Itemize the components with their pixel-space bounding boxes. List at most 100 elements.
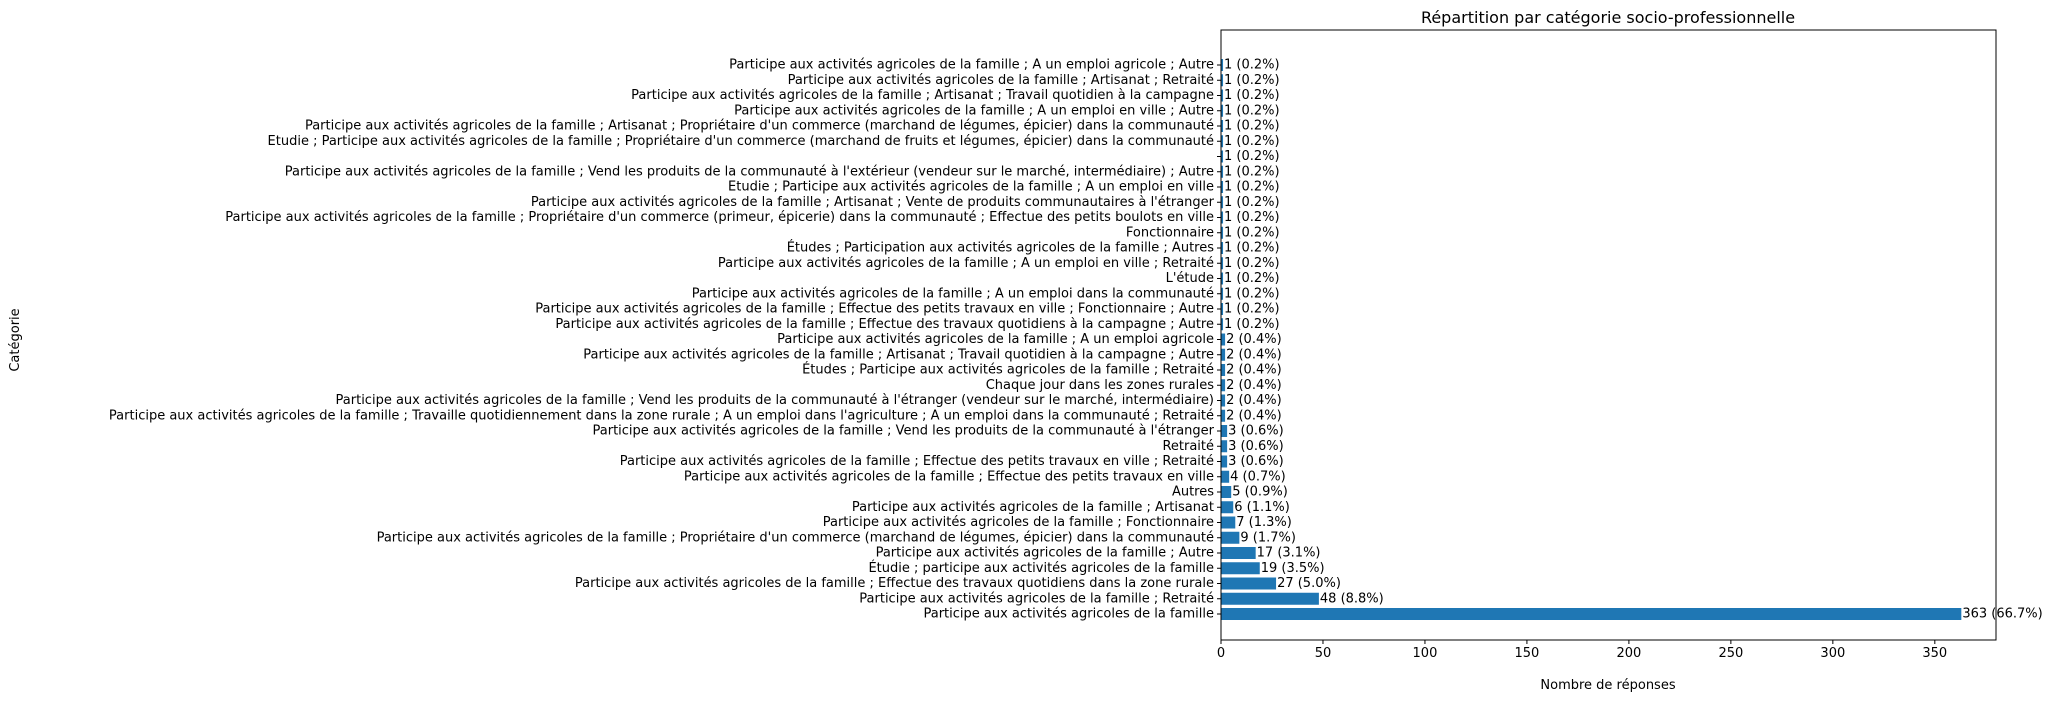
bar-value-label: 6 (1.1%) (1234, 500, 1290, 515)
bar (1221, 531, 1240, 544)
bar (1221, 425, 1228, 437)
bar (1221, 440, 1228, 453)
category-label: Études ; Participation aux activités agr… (787, 240, 1215, 256)
category-label: Participe aux activités agricoles de la … (729, 58, 1214, 73)
bar-value-label: 5 (0.9%) (1232, 485, 1288, 500)
bar (1221, 562, 1260, 575)
bar (1221, 592, 1319, 605)
bar (1221, 196, 1224, 209)
bar (1221, 272, 1224, 285)
bar (1221, 150, 1224, 163)
bar-value-label: 1 (0.2%) (1224, 103, 1280, 118)
bar-value-label: 27 (5.0%) (1277, 576, 1341, 591)
x-tick-label: 150 (1515, 646, 1540, 661)
bar-value-label: 7 (1.3%) (1236, 515, 1292, 530)
bar (1221, 303, 1224, 315)
bar (1221, 59, 1224, 71)
category-label: Participe aux activités agricoles de la … (593, 424, 1215, 439)
bar-value-label: 1 (0.2%) (1224, 164, 1280, 179)
x-tick-label: 300 (1820, 646, 1845, 661)
bar-value-label: 4 (0.7%) (1230, 469, 1286, 484)
bar-value-label: 1 (0.2%) (1224, 119, 1280, 134)
category-label: L'étude (1166, 271, 1214, 286)
bar (1221, 318, 1224, 331)
category-label: Participe aux activités agricoles de la … (305, 119, 1214, 134)
bar-value-label: 1 (0.2%) (1224, 180, 1280, 195)
category-label: Participe aux activités agricoles de la … (777, 332, 1214, 347)
category-label: Autres (1172, 485, 1214, 500)
bar-value-label: 1 (0.2%) (1224, 241, 1280, 256)
bar-value-label: 1 (0.2%) (1224, 302, 1280, 317)
bar-value-label: 1 (0.2%) (1224, 88, 1280, 103)
category-label: Participe aux activités agricoles de la … (852, 500, 1214, 515)
x-axis-title: Nombre de réponses (1540, 678, 1675, 693)
bar (1221, 501, 1234, 514)
plot-frame (1220, 29, 1997, 641)
bar (1221, 577, 1277, 590)
bar (1221, 608, 1962, 620)
x-tick-label: 50 (1315, 646, 1332, 661)
bar (1221, 455, 1228, 468)
category-label: Participe aux activités agricoles de la … (575, 576, 1214, 591)
bar (1221, 409, 1226, 422)
x-tick-label: 200 (1616, 646, 1641, 661)
category-label: Participe aux activités agricoles de la … (684, 469, 1214, 484)
bar (1221, 257, 1224, 270)
bar (1221, 287, 1224, 300)
bar (1221, 348, 1226, 361)
x-tick-label: 100 (1413, 646, 1438, 661)
bar (1221, 211, 1224, 224)
bar-value-label: 363 (66.7%) (1962, 607, 2042, 622)
category-label: Étudie ; participe aux activités agricol… (868, 560, 1214, 576)
category-label: Fonctionnaire (1126, 225, 1214, 240)
category-label: Participe aux activités agricoles de la … (336, 393, 1214, 408)
bar-value-label: 1 (0.2%) (1224, 317, 1280, 332)
category-label: Participe aux activités agricoles de la … (531, 195, 1215, 210)
x-tick-label: 0 (1217, 646, 1225, 661)
bar (1221, 547, 1256, 559)
bar-value-label: 1 (0.2%) (1224, 134, 1280, 149)
category-label: Participe aux activités agricoles de la … (923, 607, 1214, 622)
category-label: Participe aux activités agricoles de la … (788, 73, 1214, 88)
category-label: Participe aux activités agricoles de la … (620, 454, 1214, 469)
category-label: Participe aux activités agricoles de la … (859, 591, 1214, 606)
category-label: Participe aux activités agricoles de la … (225, 210, 1214, 225)
bar-value-label: 9 (1.7%) (1240, 530, 1296, 545)
bar-value-label: 1 (0.2%) (1224, 256, 1280, 271)
category-label: Etudie ; Participe aux activités agricol… (728, 180, 1214, 195)
bar-value-label: 2 (0.4%) (1226, 378, 1282, 393)
bar-value-label: 1 (0.2%) (1224, 271, 1280, 286)
bar-value-label: 2 (0.4%) (1226, 363, 1282, 378)
bar (1221, 394, 1226, 407)
category-label: Participe aux activités agricoles de la … (718, 256, 1214, 271)
bar (1221, 379, 1226, 392)
category-label: Participe aux activités agricoles de la … (692, 286, 1214, 301)
bar-value-label: 19 (3.5%) (1261, 561, 1325, 576)
bar-value-label: 3 (0.6%) (1228, 439, 1284, 454)
category-label: Participe aux activités agricoles de la … (583, 347, 1214, 362)
bar (1221, 135, 1224, 148)
bar (1221, 165, 1224, 178)
bar-value-label: 1 (0.2%) (1224, 210, 1280, 225)
bar (1221, 333, 1226, 346)
x-tick-label: 250 (1718, 646, 1743, 661)
bar-value-label: 1 (0.2%) (1224, 58, 1280, 73)
category-label: Participe aux activités agricoles de la … (377, 530, 1214, 545)
bar (1221, 181, 1224, 193)
category-label: Participe aux activités agricoles de la … (285, 164, 1214, 179)
category-label: Chaque jour dans les zones rurales (986, 378, 1214, 393)
bar-value-label: 1 (0.2%) (1224, 286, 1280, 301)
bar (1221, 242, 1224, 254)
bar (1221, 364, 1226, 376)
bar-value-label: 17 (3.1%) (1257, 546, 1321, 561)
chart-title: Répartition par catégorie socio-professi… (1421, 8, 1795, 27)
bar-value-label: 3 (0.6%) (1228, 424, 1284, 439)
bar (1221, 89, 1224, 102)
x-tick-label: 350 (1922, 646, 1947, 661)
category-label: Participe aux activités agricoles de la … (631, 88, 1214, 103)
bar (1221, 120, 1224, 132)
category-label: Participe aux activités agricoles de la … (734, 103, 1214, 118)
bar (1221, 516, 1236, 529)
category-label: Participe aux activités agricoles de la … (823, 515, 1214, 530)
